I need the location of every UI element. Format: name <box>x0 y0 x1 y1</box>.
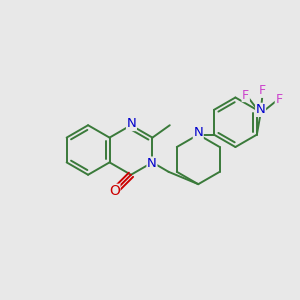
Text: N: N <box>194 126 203 139</box>
Text: N: N <box>256 103 266 116</box>
Text: N: N <box>127 118 136 130</box>
Text: F: F <box>275 93 283 106</box>
Text: O: O <box>109 184 120 198</box>
Text: F: F <box>259 84 266 97</box>
Text: F: F <box>242 88 249 101</box>
Text: N: N <box>147 157 157 170</box>
